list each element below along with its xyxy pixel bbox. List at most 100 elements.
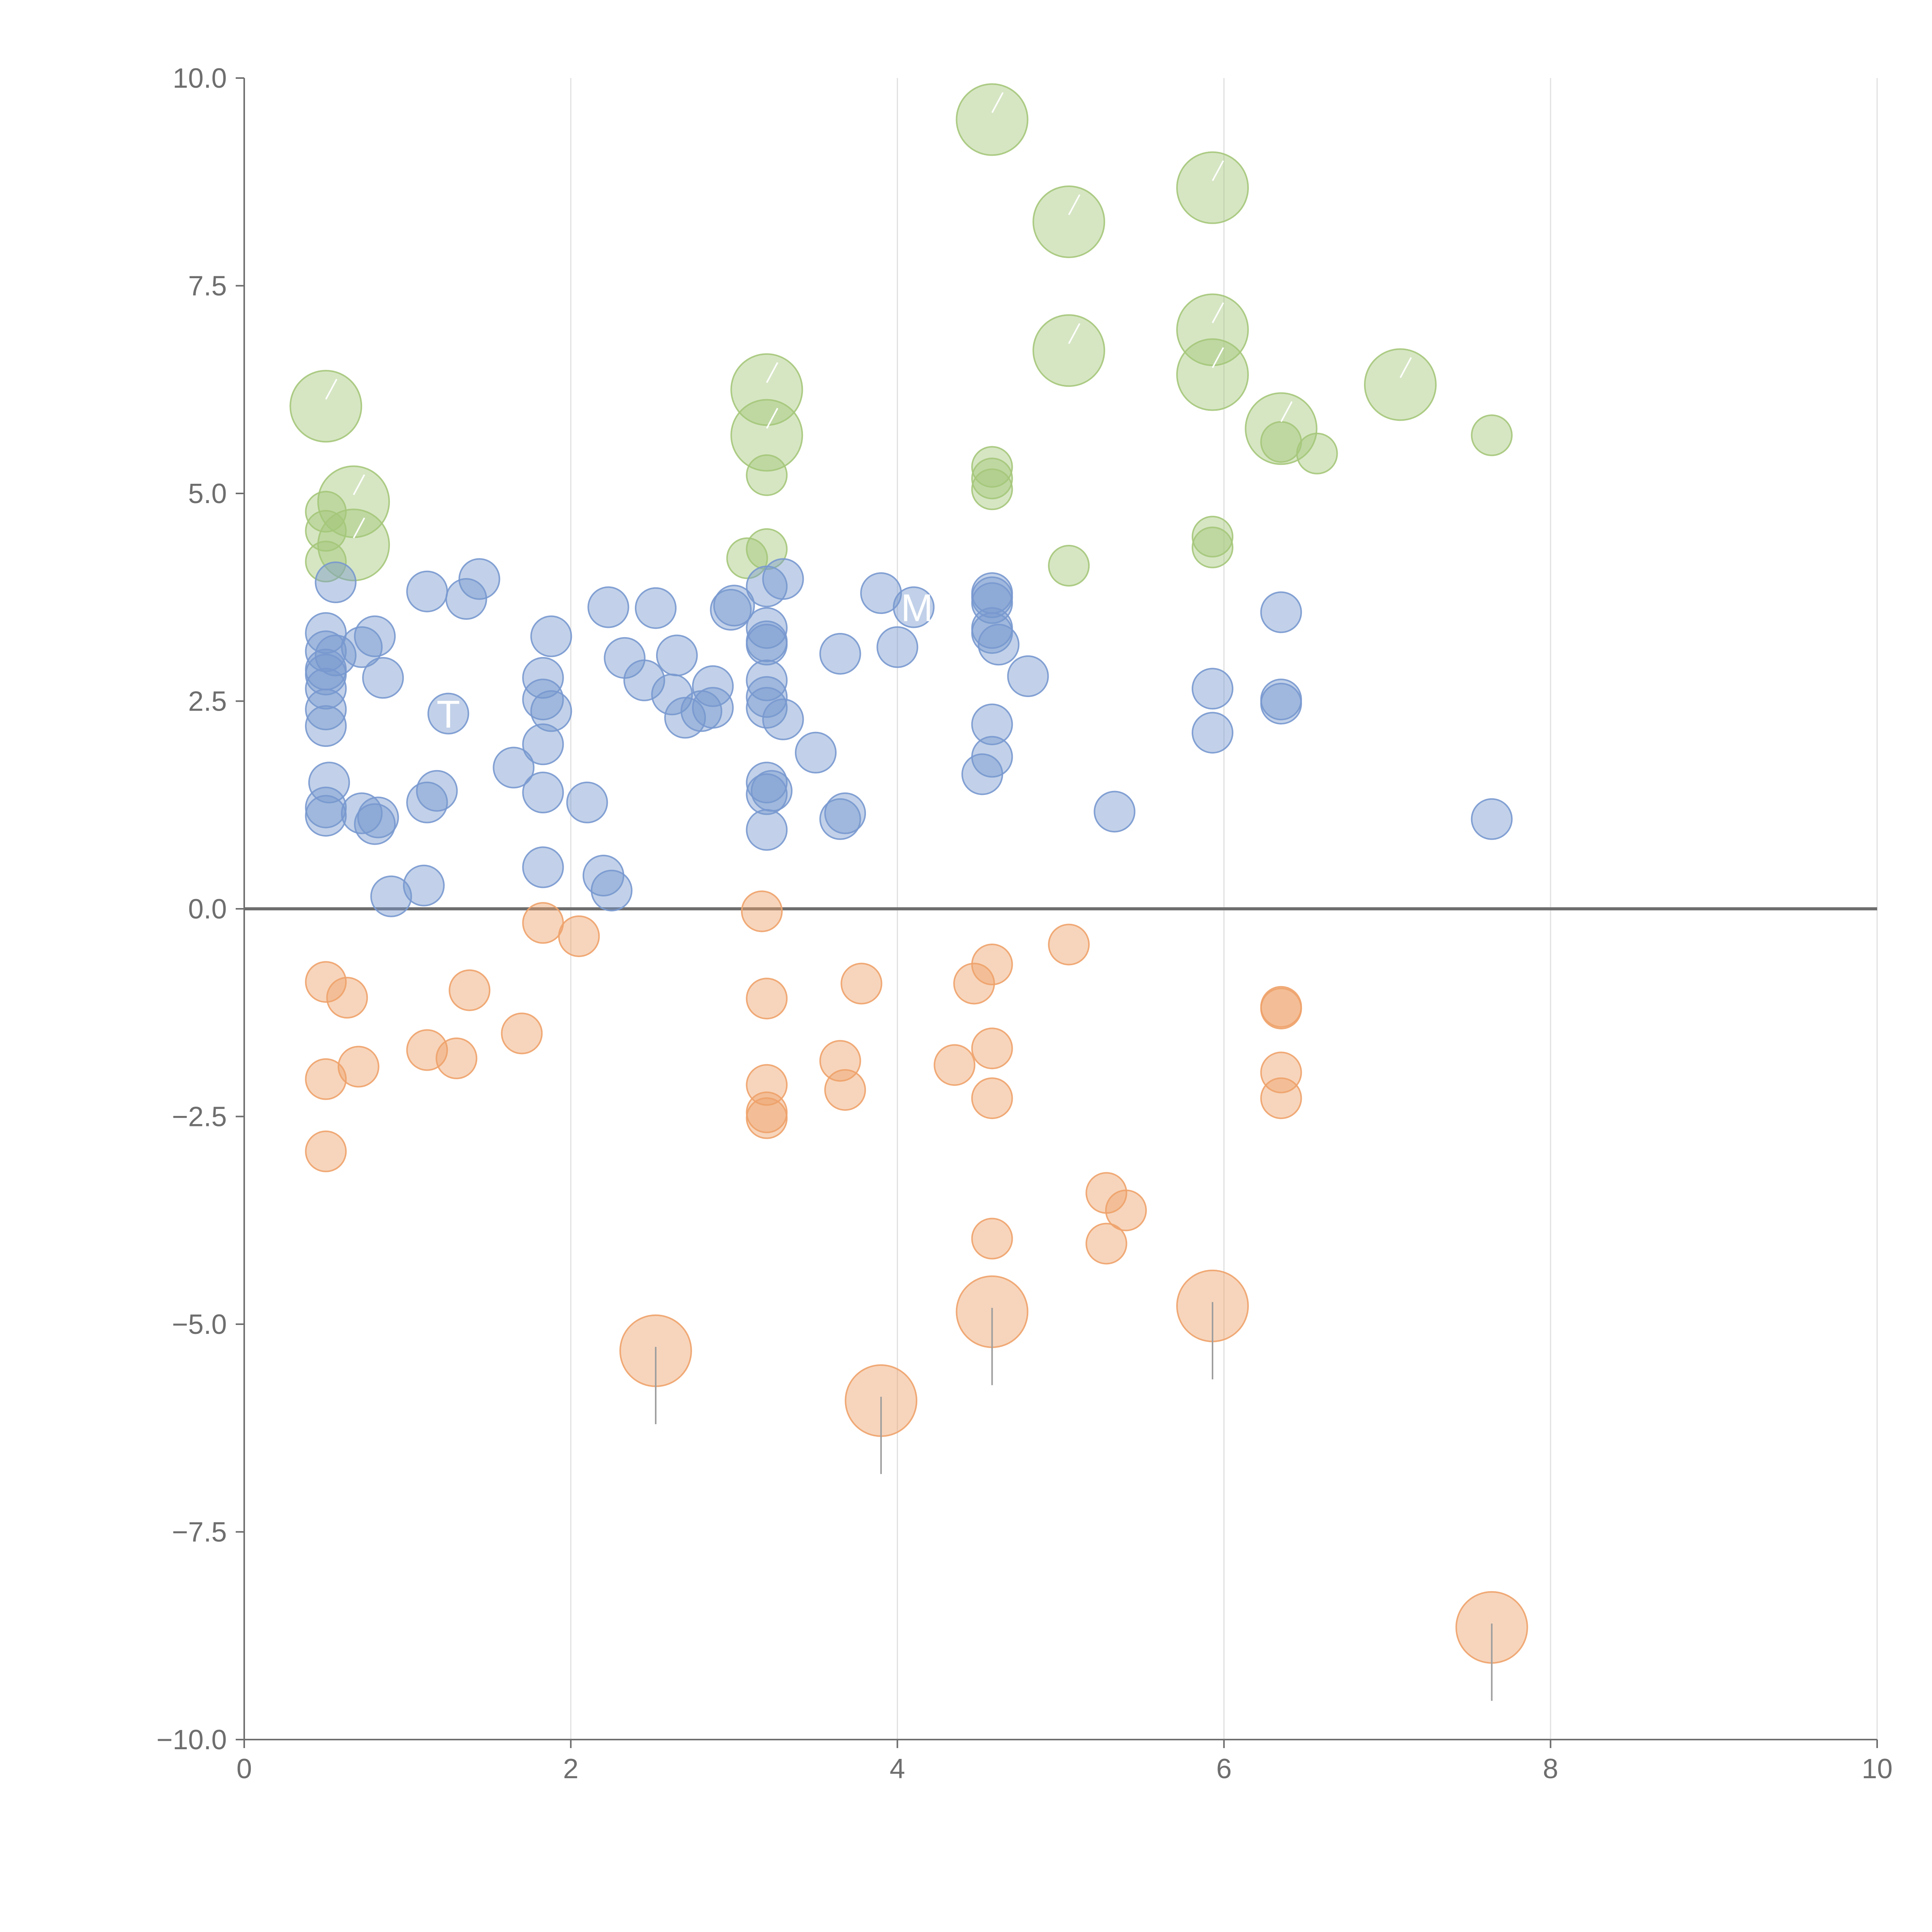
orange-bubble bbox=[824, 1069, 866, 1111]
blue-bubble bbox=[971, 576, 1013, 618]
y-tick-label: −2.5 bbox=[172, 1102, 227, 1133]
orange-bubble bbox=[1105, 1189, 1147, 1231]
leader-line bbox=[1068, 194, 1080, 215]
y-tick-label: −7.5 bbox=[172, 1517, 227, 1548]
blue-bubble bbox=[961, 753, 1003, 795]
y-tick-label: −5.0 bbox=[172, 1309, 227, 1340]
green-bubble bbox=[1260, 421, 1302, 463]
blue-bubble bbox=[795, 731, 837, 774]
blue-bubble bbox=[587, 586, 629, 628]
blue-bubble bbox=[305, 689, 347, 730]
blue-bubble bbox=[582, 855, 624, 896]
blue-bubble bbox=[656, 634, 698, 677]
green-bubble bbox=[971, 457, 1013, 500]
blue-bubble bbox=[522, 679, 564, 721]
orange-bubble bbox=[558, 915, 600, 957]
blue-bubble bbox=[493, 747, 535, 789]
green-bubble bbox=[1296, 432, 1338, 474]
blue-bubble bbox=[1471, 798, 1513, 840]
annotation-label-t: T bbox=[437, 693, 460, 736]
orange-bubble bbox=[305, 961, 347, 1003]
blue-bubble bbox=[623, 659, 665, 701]
leader-line bbox=[1068, 323, 1080, 344]
green-bubble bbox=[1364, 348, 1437, 421]
orange-bubble bbox=[971, 1218, 1013, 1260]
blue-bubble bbox=[566, 781, 608, 823]
blue-bubble bbox=[692, 687, 734, 729]
label-leader-lines bbox=[325, 92, 1493, 1701]
blue-bubble bbox=[305, 705, 347, 747]
orange-bubble bbox=[971, 1027, 1013, 1070]
orange-bubble bbox=[840, 963, 883, 1005]
blue-bubble bbox=[370, 875, 412, 917]
x-tick-label: 2 bbox=[563, 1753, 578, 1784]
blue-bubble bbox=[1007, 655, 1049, 697]
blue-bubble bbox=[362, 657, 404, 699]
green-bubble bbox=[305, 491, 347, 533]
blue-bubble bbox=[530, 690, 572, 732]
green-bubble bbox=[1176, 338, 1249, 411]
blue-bubble bbox=[1192, 668, 1234, 710]
orange-bubble bbox=[1085, 1223, 1128, 1265]
orange-bubble bbox=[746, 978, 788, 1020]
blue-bubble bbox=[819, 798, 861, 840]
blue-bubble bbox=[971, 582, 1013, 624]
green-bubble bbox=[1032, 314, 1105, 387]
y-tick-label: 10.0 bbox=[173, 63, 227, 94]
leader-line bbox=[766, 408, 779, 429]
orange-bubble bbox=[741, 890, 783, 932]
leader-line bbox=[1212, 160, 1224, 181]
y-tick-label: 2.5 bbox=[188, 686, 227, 717]
leader-line bbox=[1280, 401, 1293, 422]
blue-bubble bbox=[971, 703, 1013, 745]
orange-bubble bbox=[522, 902, 564, 944]
orange-bubble bbox=[746, 1097, 788, 1139]
blue-bubble bbox=[458, 558, 500, 600]
blue-bubble bbox=[403, 864, 445, 906]
orange-bubble bbox=[305, 1130, 347, 1172]
green-bubble bbox=[305, 541, 347, 583]
x-tick-label: 6 bbox=[1216, 1753, 1232, 1784]
green-bubble bbox=[1048, 545, 1090, 587]
green-bubble bbox=[971, 446, 1013, 488]
y-tick-label: −10.0 bbox=[156, 1725, 227, 1755]
green-bubble bbox=[746, 454, 788, 496]
blue-bubble bbox=[1192, 712, 1234, 754]
bubble-marks bbox=[289, 83, 1528, 1664]
orange-bubble bbox=[449, 969, 491, 1011]
green-bubble bbox=[289, 370, 362, 443]
x-tick-label: 8 bbox=[1543, 1753, 1558, 1784]
blue-bubble bbox=[522, 846, 564, 888]
x-tick-label: 0 bbox=[236, 1753, 252, 1784]
blue-bubble bbox=[746, 676, 788, 718]
orange-bubble bbox=[501, 1012, 543, 1054]
green-bubble bbox=[730, 353, 803, 426]
blue-bubble bbox=[522, 657, 564, 699]
blue-bubble bbox=[1094, 791, 1136, 833]
blue-bubble bbox=[893, 586, 935, 628]
annotation-label-m: M bbox=[901, 587, 933, 630]
green-bubble bbox=[1192, 526, 1234, 568]
blue-bubble bbox=[634, 587, 677, 629]
orange-bubble bbox=[971, 944, 1013, 986]
orange-bubble bbox=[746, 1091, 788, 1133]
blue-bubble bbox=[305, 786, 347, 828]
orange-bubble bbox=[1260, 1051, 1302, 1094]
leader-line bbox=[353, 474, 365, 495]
blue-bubble bbox=[1260, 591, 1302, 633]
green-bubble bbox=[971, 468, 1013, 510]
green-bubble bbox=[1176, 293, 1249, 366]
blue-bubble bbox=[762, 698, 804, 740]
green-bubble bbox=[1176, 151, 1249, 224]
blue-bubble bbox=[978, 624, 1020, 666]
orange-bubble bbox=[971, 1077, 1013, 1119]
green-bubble bbox=[1032, 185, 1105, 258]
y-tick-label: 0.0 bbox=[188, 894, 227, 925]
orange-bubble bbox=[305, 1058, 347, 1100]
blue-bubble bbox=[341, 792, 383, 834]
blue-bubble bbox=[762, 558, 804, 600]
blue-bubble bbox=[522, 772, 564, 813]
green-bubble bbox=[305, 510, 347, 552]
blue-bubble bbox=[1260, 682, 1302, 724]
blue-bubble bbox=[746, 762, 788, 804]
